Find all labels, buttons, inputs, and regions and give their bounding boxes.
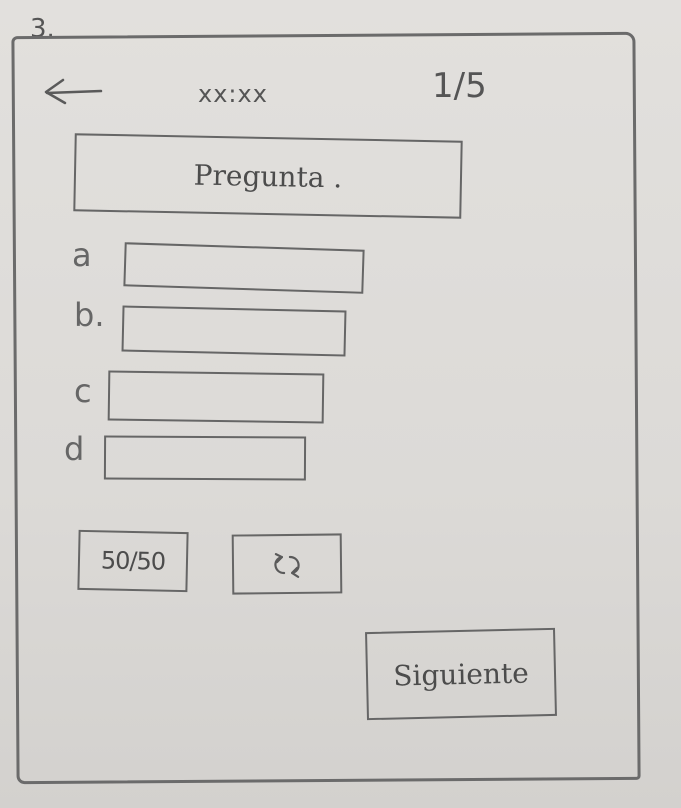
option-a-button[interactable] bbox=[123, 242, 365, 294]
swap-arrows-icon bbox=[274, 553, 300, 578]
back-button[interactable] bbox=[38, 70, 108, 114]
option-c-button[interactable] bbox=[107, 370, 325, 424]
back-arrow-icon bbox=[44, 78, 103, 105]
fifty-fifty-label: 50/50 bbox=[100, 546, 166, 576]
fifty-fifty-button[interactable]: 50/50 bbox=[77, 529, 189, 593]
swap-question-button[interactable] bbox=[231, 533, 343, 595]
question-progress: 1/5 bbox=[432, 66, 487, 106]
question-text: Pregunta . bbox=[193, 158, 343, 194]
question-box: Pregunta . bbox=[73, 133, 463, 219]
timer: xx:xx bbox=[198, 80, 268, 108]
next-button-label: Siguiente bbox=[392, 655, 530, 693]
option-a-letter: a bbox=[72, 236, 92, 274]
option-b-button[interactable] bbox=[121, 305, 347, 357]
option-d-letter: d bbox=[64, 430, 85, 468]
option-d-button[interactable] bbox=[103, 435, 307, 481]
option-c-letter: c bbox=[74, 372, 92, 410]
next-button[interactable]: Siguiente bbox=[365, 627, 557, 721]
option-b-letter: b. bbox=[74, 296, 105, 334]
sheet-number: 3. bbox=[30, 14, 55, 44]
